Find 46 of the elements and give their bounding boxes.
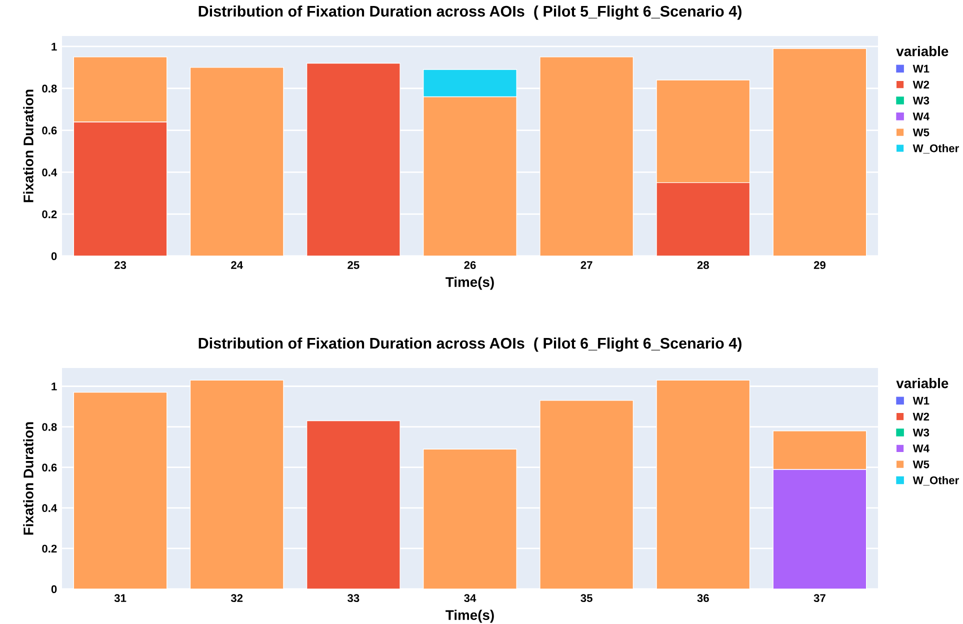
y-tick-label: 1	[52, 42, 57, 50]
legend-label: W2	[912, 412, 930, 420]
y-axis-title: Fixation Duration	[23, 422, 34, 535]
legend-label: W1	[912, 64, 930, 73]
y-tick-label: 0.2	[42, 210, 57, 218]
legend-label: W3	[912, 428, 930, 437]
x-tick-label: 37	[814, 594, 826, 602]
y-tick-label: 0	[51, 585, 57, 594]
x-axis-title: Time(s)	[446, 276, 494, 290]
y-tick-label: 0.6	[42, 464, 57, 472]
legend-label: W5	[912, 460, 930, 468]
legend-label: W4	[912, 112, 930, 120]
legend-label: W2	[912, 80, 930, 88]
x-tick-label: 35	[580, 594, 592, 602]
x-tick-label: 28	[697, 261, 709, 270]
legend-title: variable	[896, 46, 948, 56]
legend-label: W4	[912, 444, 930, 452]
legend-label: W_Other	[912, 144, 959, 154]
x-tick-label: 26	[464, 261, 476, 270]
x-tick-label: 25	[348, 261, 360, 270]
x-tick-label: 24	[231, 261, 243, 269]
chart-title: Distribution of Fixation Duration across AOIs ( Pilot 6_Flight 6_Scenario 4)	[198, 337, 742, 352]
chart-title: Distribution of Fixation Duration across AOIs ( Pilot 5_Flight 6_Scenario 4)	[198, 5, 742, 20]
y-tick-label: 0.2	[42, 544, 57, 553]
y-tick-label: 0.4	[42, 504, 58, 512]
y-tick-label: 0.8	[42, 84, 57, 93]
y-tick-label: 0.4	[42, 168, 58, 176]
legend-label: W3	[912, 96, 930, 105]
legend-label: W_Other	[912, 476, 959, 486]
x-axis-title: Time(s)	[446, 610, 494, 623]
legend-title: variable	[896, 378, 948, 388]
x-tick-label: 23	[114, 261, 126, 270]
x-tick-label: 29	[814, 261, 826, 270]
x-tick-label: 27	[580, 261, 592, 269]
x-tick-label: 34	[464, 594, 476, 602]
x-tick-label: 31	[114, 594, 126, 602]
y-tick-label: 1	[52, 382, 57, 390]
legend-label: W5	[912, 128, 930, 136]
y-axis-title: Fixation Duration	[23, 90, 34, 202]
y-tick-label: 0.6	[42, 126, 57, 134]
legend-label: W1	[912, 396, 930, 405]
x-tick-label: 36	[697, 594, 709, 602]
x-tick-label: 32	[230, 594, 243, 602]
y-tick-label: 0	[51, 252, 57, 260]
x-tick-label: 33	[348, 594, 360, 602]
y-tick-label: 0.8	[42, 423, 57, 431]
